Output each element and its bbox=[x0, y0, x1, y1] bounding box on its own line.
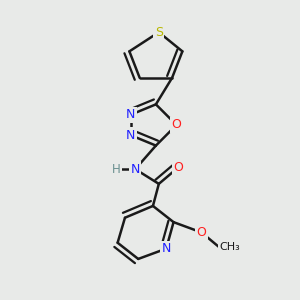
Text: S: S bbox=[155, 26, 163, 39]
Text: O: O bbox=[173, 161, 183, 174]
Text: O: O bbox=[172, 118, 182, 131]
Text: H: H bbox=[112, 163, 121, 176]
Text: N: N bbox=[130, 163, 140, 176]
Text: O: O bbox=[196, 226, 206, 239]
Text: N: N bbox=[161, 242, 171, 255]
Text: CH₃: CH₃ bbox=[219, 242, 240, 252]
Text: N: N bbox=[126, 108, 136, 121]
Text: N: N bbox=[126, 129, 136, 142]
